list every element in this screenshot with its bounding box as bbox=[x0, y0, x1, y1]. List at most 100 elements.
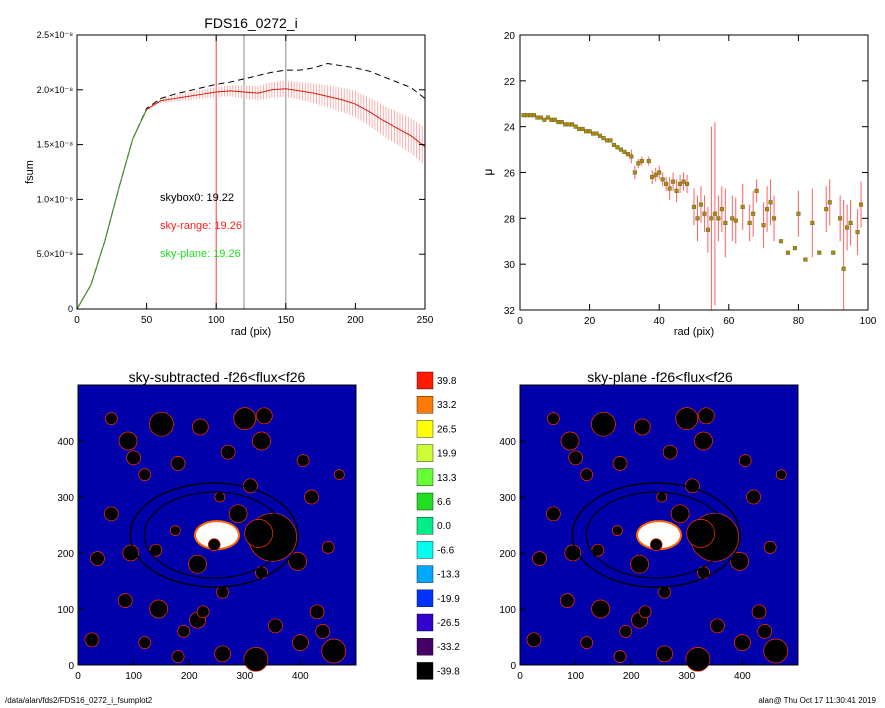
masked-source bbox=[710, 618, 725, 634]
mu-point bbox=[838, 216, 843, 221]
p2-ytick-label: 24 bbox=[504, 123, 516, 134]
masked-source bbox=[321, 638, 347, 664]
masked-source bbox=[216, 585, 229, 599]
masked-source bbox=[685, 478, 700, 494]
mu-point bbox=[545, 115, 550, 120]
mu-point bbox=[549, 117, 554, 122]
colorbar-swatch bbox=[416, 541, 434, 559]
p1-title: FDS16_0272_i bbox=[204, 15, 297, 31]
mu-point bbox=[632, 170, 637, 175]
masked-source bbox=[138, 636, 152, 649]
mu-point bbox=[618, 147, 623, 152]
colorbar-label: 6.6 bbox=[437, 497, 451, 508]
masked-source bbox=[763, 541, 777, 554]
mu-point bbox=[712, 211, 717, 216]
mu-point bbox=[740, 204, 745, 209]
masked-source bbox=[104, 506, 119, 522]
p2-xtick-label: 80 bbox=[793, 316, 805, 327]
mu-point bbox=[698, 202, 704, 207]
mu-point bbox=[678, 181, 683, 187]
masked-source bbox=[292, 634, 309, 651]
mu-point bbox=[657, 170, 662, 175]
mu-point bbox=[705, 227, 710, 232]
masked-source bbox=[255, 407, 273, 425]
masked-source bbox=[630, 554, 649, 574]
series-line-0 bbox=[76, 62, 426, 310]
masked-source bbox=[84, 632, 100, 648]
p3-title: sky-subtracted -f26<flux<f26 bbox=[129, 369, 306, 385]
mu-point bbox=[559, 120, 564, 125]
p4-xtick-label: 300 bbox=[678, 671, 695, 682]
colorbar-swatch bbox=[416, 589, 434, 607]
colorbar: 39.8 33.2 26.5 19.9 13.3 6.6 0.0 -6.6 -13.3 -19.9… bbox=[416, 371, 460, 680]
mu-point bbox=[664, 181, 669, 187]
mu-point bbox=[566, 122, 571, 127]
masked-source bbox=[730, 552, 749, 571]
mu-point bbox=[653, 172, 658, 177]
colorbar-label: 26.5 bbox=[437, 424, 457, 435]
mu-point bbox=[597, 133, 603, 138]
p4-title: sky-plane -f26<flux<f26 bbox=[587, 369, 733, 385]
mu-point bbox=[733, 218, 738, 223]
masked-source bbox=[591, 543, 605, 557]
mu-point bbox=[615, 145, 620, 150]
masked-source bbox=[658, 585, 671, 599]
mu-point bbox=[778, 239, 784, 244]
p4-ytick-label: 100 bbox=[499, 605, 516, 616]
p3-xtick-label: 100 bbox=[125, 671, 142, 682]
mu-point bbox=[667, 186, 672, 191]
colorbar-label: -39.8 bbox=[437, 666, 460, 677]
colorbar-swatch bbox=[416, 517, 434, 535]
mu-point bbox=[730, 216, 735, 221]
masked-source bbox=[138, 468, 152, 481]
mu-point bbox=[622, 149, 627, 154]
mu-point bbox=[803, 257, 808, 262]
masked-source bbox=[214, 491, 226, 503]
mu-point bbox=[691, 204, 697, 209]
p1-ytick-label: 2.0×10⁻⁸ bbox=[37, 85, 74, 95]
masked-source bbox=[580, 468, 594, 481]
colorbar-label: -13.3 bbox=[437, 570, 460, 581]
colorbar-label: -6.6 bbox=[437, 545, 455, 556]
mu-point bbox=[761, 223, 766, 228]
masked-source bbox=[656, 645, 673, 663]
mu-point bbox=[552, 117, 557, 122]
mu-point bbox=[594, 131, 599, 136]
masked-source bbox=[568, 450, 583, 466]
masked-source bbox=[122, 544, 140, 562]
p2-ytick-label: 32 bbox=[504, 306, 516, 317]
masked-source bbox=[126, 450, 141, 466]
colorbar-label: 0.0 bbox=[437, 521, 451, 532]
masked-source bbox=[105, 412, 118, 425]
colorbar-label: -26.5 bbox=[437, 618, 460, 629]
aperture-ellipse-outer bbox=[129, 482, 299, 588]
mu-point bbox=[754, 188, 759, 193]
mu-point bbox=[604, 138, 610, 143]
mu-point bbox=[531, 113, 536, 118]
mu-point bbox=[858, 202, 864, 207]
mu-point bbox=[709, 216, 714, 221]
mu-point bbox=[636, 161, 641, 166]
masked-source bbox=[244, 519, 274, 548]
p4-xtick-label: 0 bbox=[517, 671, 523, 682]
sky-plane-map: sky-plane -f26<flux<f26 0 100 200 300 400 0 10… bbox=[499, 369, 799, 682]
masked-source bbox=[170, 456, 186, 471]
mu-point bbox=[792, 246, 797, 251]
masked-source bbox=[532, 551, 547, 566]
masked-source bbox=[734, 634, 751, 651]
p4-ytick-label: 400 bbox=[499, 437, 516, 448]
p4-xtick-label: 100 bbox=[567, 671, 584, 682]
mu-point bbox=[611, 142, 617, 148]
mu-point bbox=[556, 120, 561, 125]
mu-point bbox=[751, 211, 756, 216]
masked-source bbox=[564, 544, 582, 562]
mu-point bbox=[570, 122, 575, 127]
colorbar-swatch bbox=[416, 613, 434, 632]
annotation-sky-plane: sky-plane: 19.26 bbox=[160, 248, 241, 260]
masked-source bbox=[526, 632, 542, 648]
mu-point bbox=[587, 129, 592, 134]
mu-point bbox=[827, 200, 832, 205]
masked-source bbox=[177, 625, 190, 638]
masked-source bbox=[333, 469, 345, 480]
p4-ytick-label: 200 bbox=[499, 549, 516, 560]
